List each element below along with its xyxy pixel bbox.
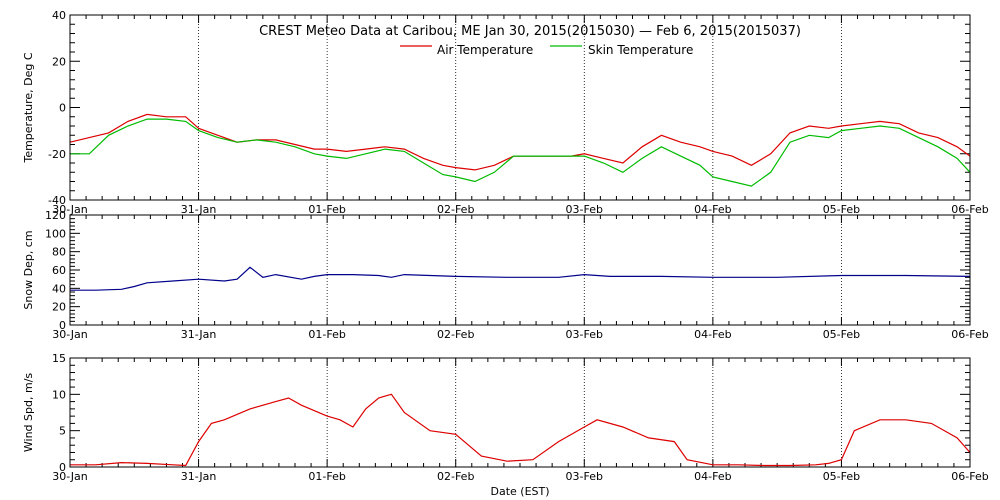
x-tick-label: 04-Feb: [694, 203, 731, 216]
plot-frame: [69, 357, 971, 468]
chart-title: CREST Meteo Data at Caribou, ME Jan 30, …: [259, 24, 801, 39]
plot-frame: [69, 214, 971, 326]
x-tick-label: 02-Feb: [437, 203, 474, 216]
x-tick-label: 06-Feb: [951, 328, 988, 341]
chart-panel-3: 0 5 10 15 Wind Spd, m/s 30-Jan 31-Jan 01-Feb 02-…: [22, 352, 989, 483]
series-line-panel-3: [70, 393, 971, 467]
x-tick-label: 05-Feb: [823, 203, 860, 216]
x-tick-label: 30-Jan: [52, 203, 88, 216]
chart-panel-2: 0 20 40 60 80 100 120 Snow Dep, cm 30-Jan 31-Jan 0…: [22, 209, 989, 341]
x-tick-label: 01-Feb: [308, 470, 345, 483]
y-tick-label: 0: [59, 319, 66, 332]
y-axis-label: Wind Spd, m/s: [22, 373, 35, 453]
series-line-skin-temperature: [70, 118, 971, 187]
y-tick-label: 40: [52, 9, 66, 22]
chart-legend: Air Temperature Skin Temperature: [400, 43, 693, 57]
chart-panel-1: -40 -20 0 20 40 Temperature, Deg C 30-Jan 31-Ja…: [22, 9, 989, 216]
y-tick-label: 0: [59, 461, 66, 474]
x-tick-label: 02-Feb: [437, 470, 474, 483]
series-line-panel-2: [70, 266, 971, 291]
x-tick-label: 04-Feb: [694, 328, 731, 341]
y-tick-label: -40: [48, 194, 66, 207]
x-tick-label: 31-Jan: [181, 328, 217, 341]
x-tick-label: 06-Feb: [951, 203, 988, 216]
y-tick-label: -20: [48, 148, 66, 161]
x-tick-label: 03-Feb: [566, 470, 603, 483]
y-tick-label: 20: [52, 55, 66, 68]
x-tick-label: 31-Jan: [181, 203, 217, 216]
x-tick-label: 04-Feb: [694, 470, 731, 483]
y-tick-label: 0: [59, 102, 66, 115]
x-tick-label: 02-Feb: [437, 328, 474, 341]
x-tick-label: 05-Feb: [823, 328, 860, 341]
x-tick-label: 30-Jan: [52, 470, 88, 483]
plot-frame: [69, 14, 971, 201]
legend-label: Air Temperature: [437, 43, 533, 57]
y-tick-label: 100: [45, 227, 66, 240]
series-line-air-temperature: [69, 113, 971, 171]
y-tick-label: 120: [45, 209, 66, 222]
x-tick-label: 05-Feb: [823, 470, 860, 483]
y-tick-label: 5: [59, 425, 66, 438]
y-tick-label: 40: [52, 282, 66, 295]
x-tick-label: 03-Feb: [566, 328, 603, 341]
y-tick-label: 60: [52, 264, 66, 277]
legend-label: Skin Temperature: [588, 43, 693, 57]
x-tick-label: 31-Jan: [181, 470, 217, 483]
x-tick-label: 30-Jan: [52, 328, 88, 341]
x-tick-label: 01-Feb: [308, 328, 345, 341]
y-tick-label: 10: [52, 388, 66, 401]
x-tick-label: 03-Feb: [566, 203, 603, 216]
y-tick-label: 80: [52, 246, 66, 259]
x-tick-label: 01-Feb: [308, 203, 345, 216]
y-tick-label: 15: [52, 352, 66, 365]
y-axis-label: Snow Dep, cm: [22, 230, 35, 309]
x-axis-label: Date (EST): [490, 485, 549, 498]
y-tick-label: 20: [52, 301, 66, 314]
x-tick-label: 06-Feb: [951, 470, 988, 483]
y-axis-label: Temperature, Deg C: [22, 52, 35, 163]
